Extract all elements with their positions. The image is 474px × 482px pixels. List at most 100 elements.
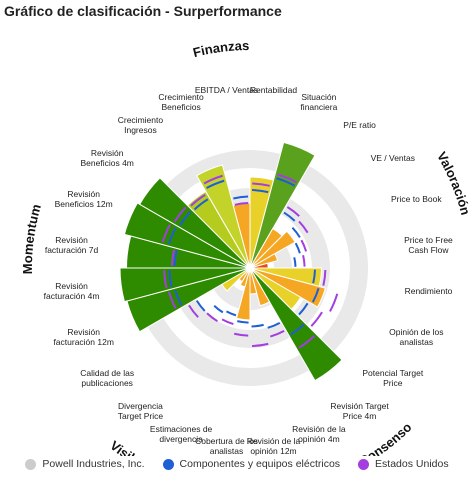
category-label: Cobertura de los analistas xyxy=(195,436,258,457)
benchmark-arc xyxy=(163,270,168,289)
bar xyxy=(249,267,326,308)
category-label: Revisión Beneficios 4m xyxy=(80,148,134,169)
benchmark-arc xyxy=(300,239,308,252)
benchmark-arc xyxy=(203,174,223,185)
category-label: Price to Free Cash Flow xyxy=(404,234,453,255)
benchmark-arc xyxy=(171,249,176,266)
legend-item: Estados Unidos xyxy=(358,458,449,470)
category-label: Estimaciones de divergencia xyxy=(149,424,213,445)
benchmark-arc xyxy=(310,311,323,327)
benchmark-arc xyxy=(270,329,285,338)
group-label-text: Consenso xyxy=(356,419,414,456)
benchmark-arc xyxy=(195,300,206,312)
benchmark-arc xyxy=(290,323,305,336)
group-label-text: Valoración xyxy=(434,149,473,216)
legend-label: Powell Industries, Inc. xyxy=(42,458,145,470)
benchmark-arc xyxy=(252,189,269,194)
benchmark-arc xyxy=(267,321,281,329)
benchmark-arc xyxy=(251,323,264,328)
benchmark-arc xyxy=(298,220,309,234)
benchmark-arc xyxy=(294,242,301,254)
benchmark-arc xyxy=(286,206,300,217)
bar xyxy=(119,267,251,303)
benchmark-arc xyxy=(329,293,339,312)
benchmark-arc xyxy=(302,255,306,267)
category-label: Rendimiento xyxy=(404,286,453,297)
benchmark-arc xyxy=(298,302,309,316)
benchmark-arc xyxy=(221,318,234,326)
legend-label: Estados Unidos xyxy=(375,458,449,470)
legend-swatch xyxy=(162,458,174,470)
category-label: Crecimiento Ingresos xyxy=(117,115,164,136)
benchmark-arc xyxy=(233,332,249,337)
bar xyxy=(138,177,251,269)
benchmark-arc xyxy=(277,173,298,184)
benchmark-arc xyxy=(298,335,316,349)
benchmark-arc xyxy=(206,312,218,323)
bar xyxy=(249,267,271,307)
benchmark-arc xyxy=(168,227,177,245)
group-label-text: Finanzas xyxy=(191,38,249,60)
benchmark-arc xyxy=(193,198,209,211)
benchmark-arc xyxy=(276,177,296,187)
legend: Powell Industries, Inc. Componentes y equ… xyxy=(0,458,474,470)
group-label: Valoración xyxy=(434,149,473,216)
benchmark-arc xyxy=(237,320,249,324)
benchmark-arc xyxy=(173,250,178,267)
legend-item: Powell Industries, Inc. xyxy=(25,458,145,470)
category-label: Revisión Beneficios 12m xyxy=(54,189,113,210)
category-label: Crecimiento Beneficios xyxy=(158,91,204,112)
benchmark-arc xyxy=(252,182,270,187)
benchmark-arc xyxy=(168,291,177,309)
benchmark-arc xyxy=(179,210,192,226)
legend-swatch xyxy=(25,458,37,470)
legend-label: Componentes y equipos eléctricos xyxy=(179,458,341,470)
benchmark-arc xyxy=(174,289,183,306)
category-label: Opinión de los analistas xyxy=(389,326,444,347)
benchmark-arc xyxy=(293,257,297,267)
benchmark-arc xyxy=(190,193,206,207)
group-label: Finanzas xyxy=(191,38,249,60)
bar xyxy=(249,267,343,382)
category-label: P/E ratio xyxy=(343,120,376,131)
benchmark-arc xyxy=(225,310,237,317)
benchmark-arc xyxy=(213,304,224,314)
category-label: Revisión facturación 12m xyxy=(53,326,114,347)
category-label: Revisión de la opinión 4m xyxy=(292,424,346,445)
category-label: Revisión facturación 4m xyxy=(43,281,100,302)
bar xyxy=(249,230,296,269)
benchmark-arc xyxy=(168,270,173,288)
category-label: Calidad de las publicaciones xyxy=(80,367,135,388)
legend-swatch xyxy=(358,458,370,470)
category-label: Revisión facturación 7d xyxy=(44,234,99,255)
chart: FinanzasValoraciónConsensoVisibilidadMom… xyxy=(20,38,473,456)
group-label: Consenso xyxy=(356,419,414,456)
bar xyxy=(249,253,279,269)
benchmark-arc xyxy=(206,179,225,189)
bar xyxy=(123,202,251,269)
benchmark-arc xyxy=(161,224,171,243)
category-label: Situación financiera xyxy=(300,91,338,112)
benchmark-arc xyxy=(173,206,187,223)
category-label: Divergencia Target Price xyxy=(117,400,164,421)
bar xyxy=(249,141,316,269)
category-label: VE / Ventas xyxy=(370,153,415,164)
category-label: Price to Book xyxy=(391,194,442,205)
category-label: Revisión de la opinión 12m xyxy=(246,436,301,457)
benchmark-arc xyxy=(311,288,320,303)
bar xyxy=(196,164,251,269)
benchmark-arc xyxy=(233,195,249,200)
benchmark-arc xyxy=(291,227,301,238)
category-label: Revisión Target Price 4m xyxy=(330,400,389,421)
benchmark-arc xyxy=(322,269,327,286)
benchmark-arc xyxy=(252,342,269,347)
category-label: Potencial Target Price xyxy=(362,367,424,388)
benchmark-arc xyxy=(188,304,199,318)
chart-title: Gráfico de clasificación - Surperformanc… xyxy=(4,3,282,19)
benchmark-arc xyxy=(283,211,296,222)
category-label: EBITDA / Ventas xyxy=(194,84,259,95)
benchmark-arc xyxy=(312,269,316,284)
category-label: Rentabilidad xyxy=(249,84,298,95)
legend-item: Componentes y equipos eléctricos xyxy=(162,458,341,470)
